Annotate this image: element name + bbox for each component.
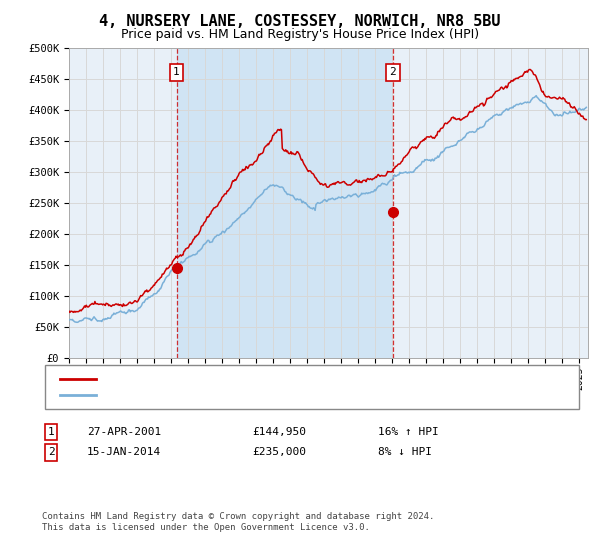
Text: 27-APR-2001: 27-APR-2001 — [87, 427, 161, 437]
Text: 4, NURSERY LANE, COSTESSEY, NORWICH, NR8 5BU: 4, NURSERY LANE, COSTESSEY, NORWICH, NR8… — [99, 14, 501, 29]
Text: 2: 2 — [47, 447, 55, 458]
Text: Contains HM Land Registry data © Crown copyright and database right 2024.
This d: Contains HM Land Registry data © Crown c… — [42, 512, 434, 532]
Text: 15-JAN-2014: 15-JAN-2014 — [87, 447, 161, 458]
Text: 4, NURSERY LANE, COSTESSEY, NORWICH, NR8 5BU (detached house): 4, NURSERY LANE, COSTESSEY, NORWICH, NR8… — [102, 374, 483, 384]
Text: 2: 2 — [389, 67, 397, 77]
Text: 1: 1 — [173, 67, 180, 77]
Text: £144,950: £144,950 — [252, 427, 306, 437]
Text: 16% ↑ HPI: 16% ↑ HPI — [378, 427, 439, 437]
Text: 1: 1 — [47, 427, 55, 437]
Text: 8% ↓ HPI: 8% ↓ HPI — [378, 447, 432, 458]
Text: £235,000: £235,000 — [252, 447, 306, 458]
Bar — [176, 48, 393, 358]
Text: HPI: Average price, detached house, South Norfolk: HPI: Average price, detached house, Sout… — [102, 390, 408, 400]
Text: Price paid vs. HM Land Registry's House Price Index (HPI): Price paid vs. HM Land Registry's House … — [121, 28, 479, 41]
